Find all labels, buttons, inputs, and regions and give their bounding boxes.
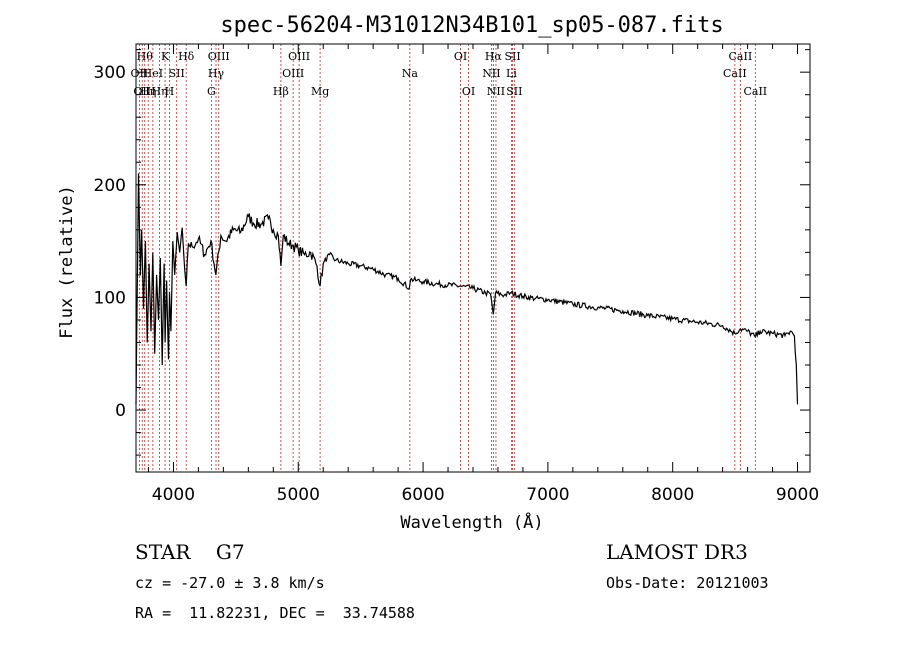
line-label-2: Hθ xyxy=(137,50,154,63)
line-label-9: Hδ xyxy=(178,50,195,63)
plot-frame xyxy=(135,43,811,473)
y-tick-label-3: 300 xyxy=(94,63,126,83)
line-label-7: H xyxy=(165,85,175,98)
line-label-5: Hη xyxy=(151,85,167,98)
line-label-3: Hη xyxy=(140,85,156,98)
y-tick-label-0: 0 xyxy=(115,401,126,421)
line-label-27: CaII xyxy=(729,50,753,63)
observation-date: Obs-Date: 20121003 xyxy=(606,574,769,592)
x-tick-label-1: 5000 xyxy=(277,485,320,505)
redshift-cz: cz = -27.0 ± 3.8 km/s xyxy=(135,574,325,592)
line-label-17: Na xyxy=(402,67,419,80)
line-label-8: SII xyxy=(169,67,185,80)
y-tick-label-1: 100 xyxy=(94,288,126,308)
ra-dec: RA = 11.82231, DEC = 33.74588 xyxy=(135,604,415,622)
survey-name: LAMOST DR3 xyxy=(606,540,748,564)
line-label-22: NII xyxy=(487,85,505,98)
x-tick-label-2: 6000 xyxy=(401,485,444,505)
line-label-19: OI xyxy=(462,85,475,98)
line-label-11: Hγ xyxy=(208,67,225,80)
line-label-25: SII xyxy=(506,85,522,98)
line-label-28: CaII xyxy=(743,85,767,98)
line-label-26: CaII xyxy=(723,67,747,80)
line-label-0: OII xyxy=(131,67,149,80)
line-label-group: OIIOIIHθHηHeIHηKHSIIHδGHγOIIIHβOIIIOIIIM… xyxy=(131,50,768,98)
line-label-12: OIII xyxy=(208,50,230,63)
y-tick-label-2: 200 xyxy=(94,176,126,196)
line-label-21: Hα xyxy=(485,50,503,63)
x-axis: 4000 5000 6000 7000 8000 9000 xyxy=(147,44,819,505)
line-label-24: SII xyxy=(504,50,520,63)
line-label-6: K xyxy=(161,50,170,63)
spectrum-line xyxy=(135,173,799,405)
y-axis: 0 100 200 300 xyxy=(94,49,810,456)
line-label-20: NII xyxy=(482,67,500,80)
line-label-4: HeI xyxy=(143,67,163,80)
x-tick-label-0: 4000 xyxy=(152,485,195,505)
line-label-16: Mg xyxy=(311,85,329,98)
x-tick-label-4: 8000 xyxy=(651,485,694,505)
x-tick-label-3: 7000 xyxy=(526,485,569,505)
line-marker-group xyxy=(138,44,756,472)
line-label-14: OIII xyxy=(282,67,304,80)
chart-title: spec-56204-M31012N34B101_sp05-087.fits xyxy=(220,13,723,38)
line-label-15: OIII xyxy=(288,50,310,63)
line-label-18: OI xyxy=(454,50,467,63)
x-tick-label-5: 9000 xyxy=(776,485,819,505)
object-class: STAR G7 xyxy=(135,540,245,564)
line-label-10: G xyxy=(207,85,216,98)
line-label-13: Hβ xyxy=(273,85,289,98)
y-axis-label: Flux (relative) xyxy=(57,185,77,339)
line-label-23: Li xyxy=(506,67,517,80)
x-axis-label: Wavelength (Å) xyxy=(400,511,543,533)
